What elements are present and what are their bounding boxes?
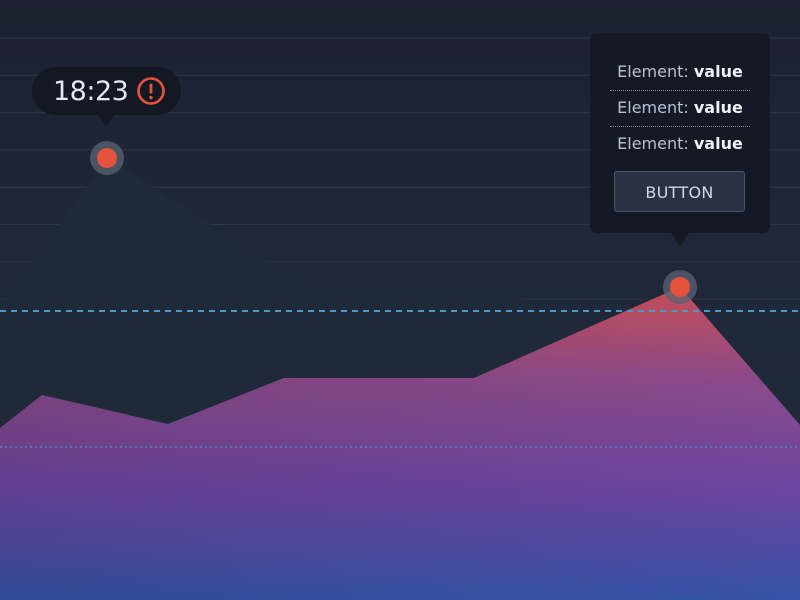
detail-row: Element: value [610,126,750,162]
alert-circle-icon[interactable] [136,76,166,106]
markers [90,141,697,304]
detail-row-label: Element: [617,98,694,117]
detail-row-label: Element: [617,62,694,81]
detail-row: Element: value [610,54,750,91]
series-layer [0,158,800,600]
data-point-marker [670,277,690,297]
detail-row-value: value [693,134,743,153]
time-tooltip: 18:23 [32,67,181,127]
detail-tooltip: Element: value Element: value Element: v… [590,33,770,246]
time-label: 18:23 [53,75,129,107]
detail-row-value: value [693,98,743,117]
reference-lines [0,310,800,448]
action-button[interactable]: BUTTON [614,171,745,212]
series-area-front-shade [0,287,800,600]
detail-row-value: value [693,62,743,81]
detail-row-label: Element: [617,134,694,153]
data-point-marker [97,148,117,168]
detail-row: Element: value [610,90,750,127]
